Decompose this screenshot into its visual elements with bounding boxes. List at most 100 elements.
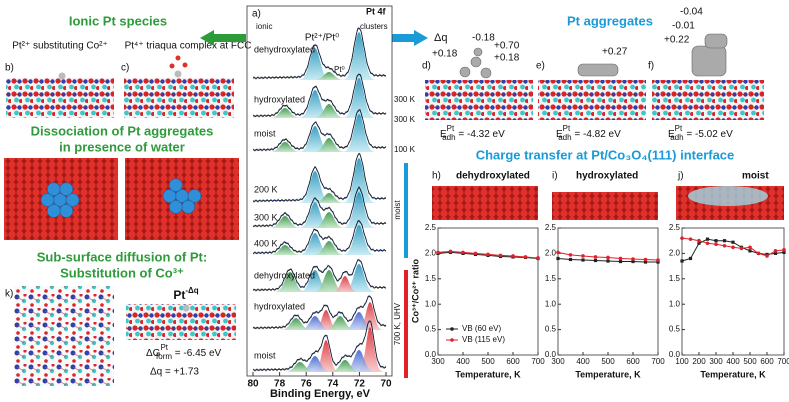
panel-label: i): [552, 171, 558, 182]
marker: [731, 245, 735, 250]
cluster: [40, 178, 202, 218]
annotation: -Δq: [185, 286, 198, 295]
structure: [652, 80, 764, 120]
peak-component: [253, 90, 386, 118]
marker: [773, 251, 778, 255]
panel-title: Pt 4f: [366, 6, 387, 16]
energy: EPt adh = -4.32 eV: [440, 124, 505, 142]
atom: [174, 70, 182, 78]
marker: [568, 253, 573, 257]
atom: [169, 63, 175, 69]
marker: [498, 253, 503, 258]
atom: [182, 304, 190, 312]
marker: [486, 252, 490, 257]
charge: -0.01: [672, 21, 695, 32]
peak-component: [253, 327, 386, 372]
spectrum: [252, 258, 387, 292]
atom: [182, 62, 188, 68]
energy: adh: [670, 133, 683, 142]
marker: [436, 250, 440, 255]
marker: [714, 242, 718, 247]
panel-label: a): [252, 9, 261, 20]
panel-label: f): [648, 61, 654, 72]
marker: [656, 258, 660, 262]
x-tick-label: 700: [651, 357, 665, 366]
x-tick-label: 78: [274, 379, 286, 390]
x-tick-label: 400: [576, 357, 590, 366]
arrow: [200, 30, 246, 46]
annotation: Pt: [173, 288, 185, 302]
peak-component: [253, 48, 386, 80]
marker: [606, 259, 610, 263]
caption: hydroxylated: [576, 171, 638, 182]
atom: [58, 72, 66, 80]
caption: Pt⁴⁺ triaqua complex at FCC: [125, 41, 252, 52]
peak-component: [253, 356, 386, 372]
annotation: Pt²⁺/Pt⁰: [305, 33, 339, 44]
temperature: 300 K: [254, 212, 278, 222]
spectrum-label: dehydroxylated: [254, 270, 315, 280]
panel-label: c): [121, 63, 129, 74]
section-title: Pt aggregates: [567, 13, 653, 28]
spectrum: [252, 321, 387, 372]
energy: EPt adh = -4.82 eV: [556, 124, 621, 142]
structure: [14, 286, 114, 386]
atom: [168, 178, 183, 192]
peak-component: [253, 32, 386, 80]
structure: [124, 78, 234, 118]
peak-component: [253, 126, 386, 152]
energy: Pt: [563, 124, 571, 133]
xps-panel: 80 78 76 74 72 70 Binding Energy, eV a) Pt 4f ion…: [246, 5, 416, 400]
y-axis-label: Co³⁺/Co²⁺ ratio: [410, 259, 420, 323]
y-tick-label: 0.5: [425, 325, 437, 334]
peak-component: [253, 114, 386, 152]
spectrum-label: hydroxylated: [254, 301, 305, 311]
annotation: Δq: [434, 32, 447, 44]
atom: [187, 189, 202, 203]
marker: [748, 249, 752, 253]
energy: Pt: [675, 124, 683, 133]
annotation: ΔGPt form = -6.45 eV: [146, 343, 222, 361]
atom: [65, 193, 80, 207]
x-tick-label: 500: [743, 357, 757, 366]
marker: [697, 241, 701, 245]
spectrum: [252, 220, 387, 255]
x-tick-label: 74: [327, 379, 339, 390]
x-tick-label: 600: [506, 357, 520, 366]
caption: moist: [742, 171, 769, 182]
y-tick-label: 1.0: [545, 299, 557, 308]
marker: [618, 259, 623, 264]
marker: [722, 243, 727, 248]
annotation: Pt⁰: [334, 65, 345, 74]
panel-label: e): [536, 61, 545, 72]
y-tick-label: 1.5: [425, 274, 437, 283]
section-title: Sub-surface diffusion of Pt:: [37, 249, 207, 264]
energy: ΔG: [146, 348, 161, 359]
marker: [722, 239, 727, 243]
energies: EPt adh = -4.32 eV EPt adh = -4.82 eV EPt adh…: [440, 124, 733, 142]
x-tick-label: 80: [247, 379, 259, 390]
spectrum: [252, 152, 387, 203]
x-tick-label: 300: [709, 357, 723, 366]
panel-label: k): [5, 289, 13, 300]
energy: = -5.02 eV: [684, 129, 734, 140]
peak-component: [253, 171, 386, 203]
structure: [425, 80, 533, 120]
x-tick-label: 400: [726, 357, 740, 366]
structure: [126, 304, 236, 340]
x-tick-label: 200: [692, 357, 706, 366]
peak-component: [253, 245, 386, 255]
marker: [536, 256, 540, 260]
energy: = -4.32 eV: [456, 129, 506, 140]
peak-component: [253, 202, 386, 228]
x-tick-label: 500: [601, 357, 615, 366]
peak-component: [253, 78, 386, 118]
spectrum: [252, 295, 387, 330]
condition-bar: [404, 270, 408, 378]
annotation: Δq = +1.73: [150, 367, 199, 378]
y-tick-label: 0.0: [545, 350, 557, 359]
caption: Pt²⁺ substituting Co²⁺: [12, 41, 108, 52]
plot-frame: [557, 227, 659, 356]
x-tick-label: 72: [354, 379, 366, 390]
